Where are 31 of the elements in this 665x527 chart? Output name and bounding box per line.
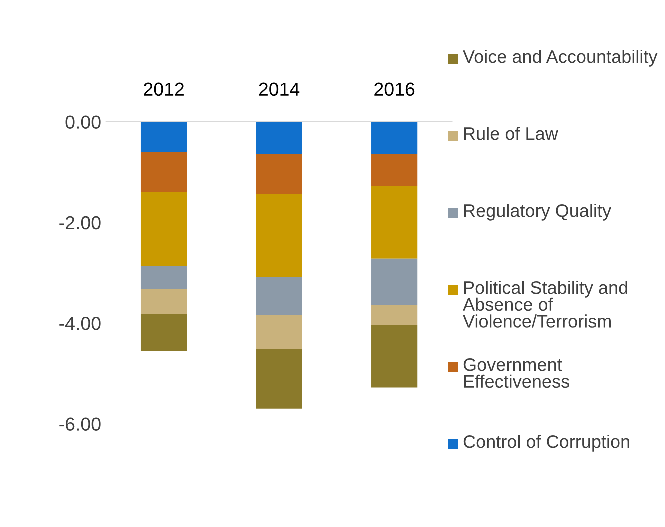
bar	[372, 305, 418, 326]
x-tick-label: 2014	[259, 82, 300, 96]
bar	[256, 194, 302, 278]
y-tick-label: -6.00	[60, 418, 101, 431]
bar	[140, 192, 188, 266]
bar	[256, 277, 302, 316]
bar	[372, 122, 418, 154]
bar	[372, 186, 418, 259]
bar	[256, 315, 302, 350]
bar	[256, 350, 302, 409]
bar	[140, 314, 188, 352]
y-tick-label: -4.00	[60, 317, 101, 330]
x-tick-label: 2012	[144, 82, 184, 96]
bar	[140, 152, 188, 192]
bar	[140, 289, 188, 314]
legend-label: Control of Corruption	[464, 435, 630, 452]
legend-label: Regulatory Quality	[464, 204, 612, 221]
bar	[372, 325, 418, 388]
bar	[372, 154, 418, 186]
legend-label: Rule of Law	[464, 127, 558, 140]
bar	[140, 122, 188, 152]
bar	[372, 258, 418, 306]
bar	[140, 266, 188, 290]
legend-label: Voice and Accountability	[463, 50, 658, 67]
y-tick-label: -2.00	[60, 216, 101, 230]
x-tick-label: 2016	[374, 82, 415, 96]
y-tick-label: 0.00	[66, 116, 101, 129]
bar	[256, 154, 302, 194]
legend-label: Political Stability and Absence of Violence/Terrorism	[463, 281, 628, 328]
bar	[256, 122, 302, 154]
legend-label: Government Effectiveness	[464, 358, 570, 388]
